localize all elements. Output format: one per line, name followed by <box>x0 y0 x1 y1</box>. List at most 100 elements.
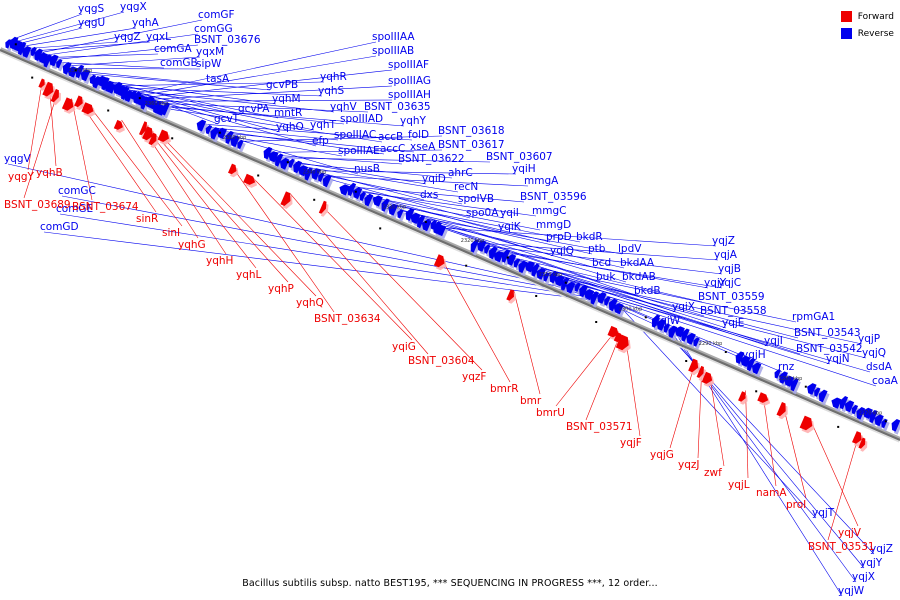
reverse-leader-line <box>116 87 323 97</box>
reverse-leader-line <box>474 242 719 261</box>
reverse-leader-line <box>368 196 541 231</box>
forward-gene-arrow <box>142 126 153 141</box>
forward-gene-arrow-shade <box>860 440 868 452</box>
reverse-gene-label: yqjH <box>742 349 766 361</box>
reverse-gene-label: spoIIIAD <box>340 113 383 125</box>
reverse-leader-line <box>8 13 83 41</box>
reverse-leader-line <box>504 255 703 303</box>
reverse-leader-line <box>540 271 799 339</box>
reverse-gene-arrow <box>604 296 611 306</box>
reverse-leader-line <box>7 163 595 295</box>
reverse-gene-arrow <box>21 46 32 58</box>
reverse-gene-arrow <box>80 69 91 82</box>
reverse-gene-arrow <box>814 387 821 397</box>
forward-leader-line <box>809 418 859 527</box>
reverse-leader-line <box>426 221 625 269</box>
reverse-leader-line <box>16 27 83 45</box>
reverse-leader-line <box>72 68 201 70</box>
reverse-gene-label: yqhY <box>400 115 427 127</box>
forward-gene-label: BSNT_03531 <box>808 541 875 553</box>
reverse-leader-line <box>320 175 529 187</box>
feature-dot <box>286 161 289 164</box>
reverse-gene-arrow <box>318 172 325 182</box>
forward-leader-line <box>71 98 93 201</box>
forward-leader-line <box>23 92 58 199</box>
kbp-tick-label: 2290 kbp <box>699 341 723 347</box>
reverse-gene-arrow <box>477 240 487 252</box>
forward-leader-line <box>669 367 694 449</box>
forward-leader-line <box>289 192 429 355</box>
reverse-gene-arrow <box>435 225 447 237</box>
legend-reverse: Reverse <box>840 25 894 42</box>
reverse-gene-arrow <box>651 314 661 328</box>
forward-gene-label: bmr <box>520 395 542 407</box>
reverse-gene-arrow <box>216 127 227 139</box>
reverse-leader-line <box>552 276 863 345</box>
reverse-gene-label: yqhA <box>132 17 160 29</box>
reverse-gene-label: BSNT_03618 <box>438 125 505 137</box>
feature-dot <box>31 76 34 79</box>
reverse-gene-label: spoIIIAF <box>388 59 429 71</box>
reverse-gene-label: xseA <box>410 141 436 153</box>
forward-gene-arrow <box>50 88 59 103</box>
reverse-gene-arrow <box>145 96 155 108</box>
reverse-gene-arrow <box>579 284 588 298</box>
feature-dot <box>257 174 260 177</box>
reverse-gene-arrow <box>210 127 220 140</box>
reverse-gene-arrow <box>96 75 107 87</box>
reverse-gene-arrow <box>844 400 855 413</box>
kbp-tick-label: 2320 kbp <box>461 238 485 244</box>
forward-gene-label: yqjV <box>838 527 862 539</box>
reverse-gene-label: yqxM <box>196 46 224 58</box>
reverse-gene-label: yqjX <box>852 571 875 583</box>
forward-gene-label: BSNT_03571 <box>566 421 633 433</box>
reverse-leader-line <box>400 210 593 255</box>
forward-swatch <box>840 11 852 22</box>
reverse-gene-label: yqiI <box>500 207 519 219</box>
reverse-gene-label: gcvPA <box>238 103 270 115</box>
feature-dot <box>107 109 110 112</box>
legend-forward-label: Forward <box>857 11 894 22</box>
forward-gene-label: sinI <box>162 227 180 239</box>
reverse-gene-label: yqiD <box>422 173 446 185</box>
forward-gene-arrow-shade <box>320 203 329 217</box>
feature-dot <box>171 137 174 140</box>
forward-gene-arrow <box>139 121 147 136</box>
forward-gene-label: BSNT_03689 <box>4 199 71 211</box>
reverse-leader-line <box>78 70 211 85</box>
reverse-leader-line <box>124 90 315 131</box>
reverse-gene-arrow <box>531 263 540 277</box>
reverse-gene-label: yqhO <box>276 121 304 133</box>
reverse-gene-arrow <box>484 244 491 254</box>
reverse-leader-line <box>160 106 405 127</box>
reverse-gene-label: mmgC <box>532 205 566 217</box>
reverse-leader-line <box>144 85 393 100</box>
reverse-gene-arrow <box>34 48 43 62</box>
reverse-gene-arrow <box>104 80 114 93</box>
forward-leader-line <box>143 129 227 255</box>
reverse-gene-arrow <box>263 146 273 160</box>
reverse-leader-line <box>436 225 639 297</box>
feature-dot <box>313 198 316 201</box>
reverse-gene-arrow <box>856 407 866 420</box>
reverse-gene-arrow <box>851 404 859 415</box>
reverse-gene-label: dsdA <box>866 361 893 373</box>
reverse-gene-label: bkdAB <box>622 271 656 283</box>
reverse-gene-arrow <box>405 208 415 221</box>
kbp-tick-label: 2350 kbp <box>223 135 247 141</box>
reverse-gene-arrow <box>747 358 756 372</box>
reverse-gene-arrow <box>831 397 842 409</box>
reverse-gene-arrow <box>43 54 52 68</box>
reverse-gene-label: yqjQ <box>862 347 886 359</box>
forward-gene-label: zwf <box>704 467 722 479</box>
forward-leader-line <box>625 338 641 437</box>
forward-gene-arrow <box>506 289 514 301</box>
reverse-leader-line <box>314 173 463 205</box>
forward-gene-arrow <box>852 431 862 444</box>
forward-leader-line <box>79 101 157 213</box>
forward-gene-label: yqiG <box>392 341 416 353</box>
reverse-gene-arrow <box>693 337 700 347</box>
reverse-leader-line <box>26 41 119 49</box>
